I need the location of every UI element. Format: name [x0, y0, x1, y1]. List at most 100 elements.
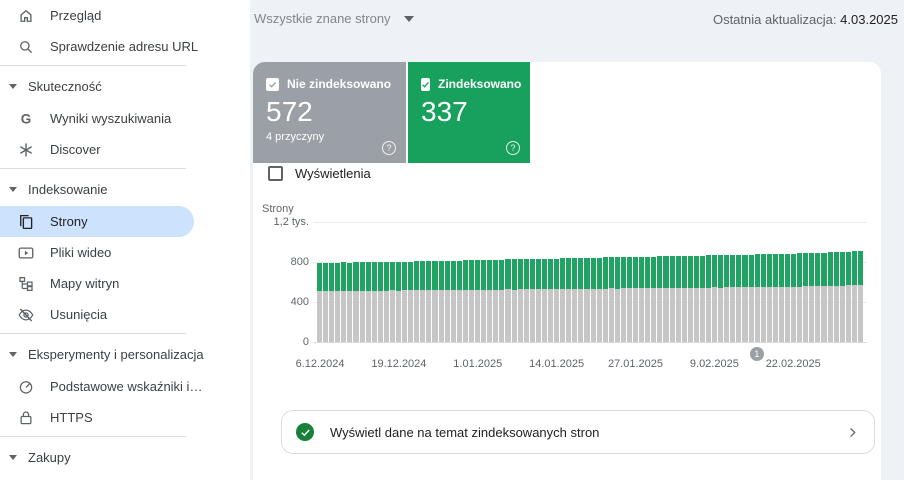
bar-segment-indexed: [584, 257, 590, 289]
bar-segment-indexed: [712, 255, 718, 288]
bar-group: [699, 255, 705, 342]
sidebar-item-overview[interactable]: Przegląd: [0, 0, 250, 31]
chevron-down-icon: [9, 186, 17, 192]
impressions-toggle[interactable]: Wyświetlenia: [268, 166, 371, 181]
bar-group: [517, 259, 523, 342]
bar-segment-not-indexed: [408, 290, 414, 342]
x-tick-label: 14.01.2025: [529, 358, 585, 370]
bar-group: [815, 253, 821, 342]
chart-marker-1[interactable]: 1: [749, 347, 764, 361]
bar-segment-indexed: [481, 260, 487, 290]
bar-segment-indexed: [426, 261, 432, 291]
bar-segment-not-indexed: [554, 289, 560, 342]
y-tick-label: 0: [302, 336, 309, 348]
bar-group: [839, 251, 845, 342]
eye-off-icon: [17, 306, 35, 324]
help-icon[interactable]: ?: [506, 141, 520, 155]
bar-segment-not-indexed: [371, 290, 377, 342]
bar-segment-indexed: [414, 261, 420, 291]
bar-segment-not-indexed: [365, 290, 371, 342]
bar-segment-not-indexed: [803, 286, 809, 342]
chip-indexed-label: Zindeksowano: [438, 77, 522, 91]
bar-group: [359, 262, 365, 342]
bar-segment-not-indexed: [712, 287, 718, 342]
bar-segment-indexed: [541, 258, 547, 290]
bar-segment-indexed: [566, 258, 572, 289]
bar-segment-not-indexed: [815, 286, 821, 342]
page-filter-dropdown[interactable]: Wszystkie znane strony: [254, 11, 414, 26]
x-tick-label: 27.01.2025: [607, 358, 664, 370]
sidebar-item-search-results[interactable]: G Wyniki wyszukiwania: [0, 103, 250, 134]
lock-icon: [17, 409, 35, 427]
bar-segment-indexed: [724, 254, 730, 288]
sidebar-item-discover[interactable]: Discover: [0, 134, 250, 165]
sidebar-section-performance[interactable]: Skuteczność: [0, 69, 250, 103]
bar-segment-indexed: [626, 257, 633, 289]
bar-segment-not-indexed: [578, 288, 584, 342]
bar-segment-not-indexed: [851, 285, 857, 342]
last-update-label: Ostatnia aktualizacja:: [712, 12, 837, 27]
bar-segment-indexed: [389, 261, 396, 291]
bar-segment-indexed: [487, 259, 493, 290]
bar-group: [468, 260, 475, 342]
bar-segment-not-indexed: [791, 286, 797, 342]
sidebar-section-indexing[interactable]: Indeksowanie: [0, 172, 250, 206]
bar-segment-not-indexed: [748, 287, 754, 342]
bar-segment-not-indexed: [481, 289, 487, 342]
chip-indexed[interactable]: Zindeksowano 337 ?: [408, 62, 530, 163]
bar-segment-indexed: [791, 253, 797, 287]
sidebar-item-url-inspection[interactable]: Sprawdzenie adresu URL: [0, 31, 250, 62]
bar-segment-indexed: [766, 254, 772, 287]
sidebar-item-removals[interactable]: Usunięcia: [0, 299, 250, 330]
sidebar-item-core-web-vitals[interactable]: Podstawowe wskaźniki i…: [0, 371, 250, 402]
bar-group: [481, 260, 487, 342]
bar-segment-indexed: [815, 253, 821, 287]
bar-segment-indexed: [651, 256, 657, 288]
view-indexed-data-row[interactable]: Wyświetl dane na temat zindeksowanych st…: [281, 410, 875, 454]
chip-not-indexed[interactable]: Nie zindeksowano 572 4 przyczyny ?: [253, 62, 406, 163]
bar-group: [353, 262, 359, 342]
bar-group: [626, 257, 633, 342]
sidebar-item-https[interactable]: HTTPS: [0, 402, 250, 433]
sidebar-section-label: Indeksowanie: [28, 181, 108, 197]
bar-segment-not-indexed: [839, 285, 845, 342]
bar-group: [645, 256, 651, 342]
bar-group: [797, 253, 803, 342]
bar-group: [748, 254, 754, 342]
bar-segment-indexed: [353, 262, 359, 291]
sidebar-section-label: Skuteczność: [28, 78, 102, 94]
sidebar-section-shopping[interactable]: Zakupy: [0, 440, 250, 474]
bar-segment-not-indexed: [517, 289, 523, 342]
bar-group: [444, 260, 450, 342]
bar-segment-not-indexed: [432, 290, 438, 342]
bar-segment-not-indexed: [736, 287, 742, 342]
bar-segment-indexed: [851, 251, 857, 285]
bar-segment-not-indexed: [663, 287, 669, 342]
help-icon[interactable]: ?: [382, 141, 396, 155]
bar-group: [456, 260, 462, 342]
sidebar-item-video-pages[interactable]: Pliki wideo: [0, 237, 250, 268]
sidebar-section-label: Eksperymenty i personalizacja: [28, 346, 204, 362]
bar-group: [462, 260, 468, 342]
sidebar-section-experience[interactable]: Eksperymenty i personalizacja: [0, 337, 250, 371]
bar-segment-not-indexed: [341, 290, 347, 342]
bar-segment-indexed: [718, 255, 724, 288]
sidebar-item-label: Strony: [50, 214, 88, 229]
bar-segment-not-indexed: [845, 285, 851, 342]
sidebar-item-label: Mapy witryn: [50, 276, 120, 291]
bar-segment-not-indexed: [511, 289, 517, 342]
gridline: [313, 262, 867, 263]
sidebar-item-sitemaps[interactable]: Mapy witryn: [0, 268, 250, 299]
x-tick-label: 22.02.2025: [765, 358, 821, 370]
bar-segment-not-indexed: [523, 289, 529, 342]
bar-segment-indexed: [657, 256, 663, 288]
bar-segment-not-indexed: [760, 286, 766, 342]
sidebar-item-pages[interactable]: Strony: [0, 206, 194, 237]
bar-group: [620, 257, 626, 342]
chevron-down-icon: [9, 351, 17, 357]
sidebar-item-label: Discover: [50, 142, 101, 157]
bar-segment-not-indexed: [444, 290, 450, 342]
bar-segment-not-indexed: [687, 287, 693, 342]
bar-group: [778, 253, 785, 342]
bar-group: [809, 252, 815, 342]
